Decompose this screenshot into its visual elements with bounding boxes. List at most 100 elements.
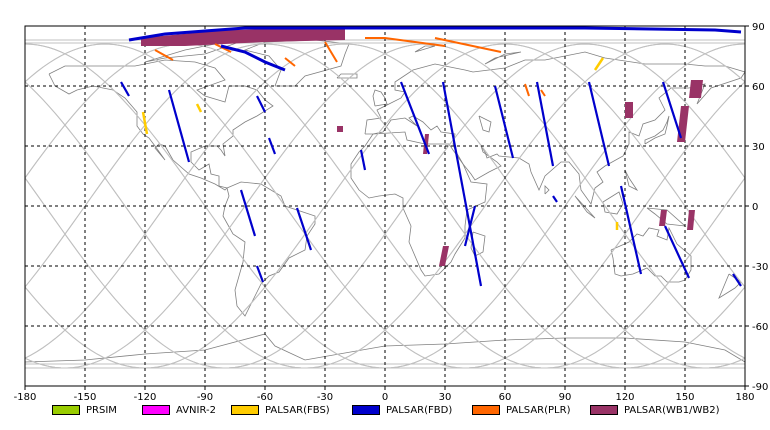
coastline bbox=[602, 191, 624, 215]
plr-strip bbox=[524, 83, 530, 97]
legend-swatch bbox=[52, 405, 80, 415]
coastline bbox=[372, 89, 388, 107]
fbd-strip bbox=[664, 225, 690, 279]
legend-item-avnir2: AVNIR-2 bbox=[142, 402, 216, 418]
lat-tick-label: 90 bbox=[752, 22, 765, 33]
lon-tick-label: 60 bbox=[499, 392, 512, 400]
legend-label: PRSIM bbox=[86, 404, 117, 416]
lat-tick-label: 30 bbox=[752, 142, 765, 153]
lat-tick-label: -60 bbox=[752, 322, 768, 333]
plr-strip bbox=[284, 57, 296, 67]
fbd-strip bbox=[295, 207, 313, 251]
coastline bbox=[624, 169, 639, 192]
lon-tick-label: -60 bbox=[257, 392, 273, 400]
fbs-strip bbox=[141, 111, 149, 135]
legend-swatch bbox=[142, 405, 170, 415]
legend-swatch bbox=[352, 405, 380, 415]
wb-swath bbox=[689, 80, 703, 98]
lon-tick-label: -90 bbox=[197, 392, 213, 400]
fbd-strip bbox=[619, 185, 643, 275]
tick-label-layer: -180 -150 -120 -90 -60 -30 0 30 60 90 120 150 180 90 6… bbox=[14, 22, 769, 403]
legend-swatch bbox=[231, 405, 259, 415]
legend-label: PALSAR(FBD) bbox=[386, 404, 453, 416]
fbd-strip bbox=[167, 89, 191, 163]
lat-tick-label: 0 bbox=[752, 202, 758, 213]
legend-label: PALSAR(WB1/WB2) bbox=[624, 404, 720, 416]
legend-item-palsar-plr: PALSAR(PLR) bbox=[472, 402, 570, 418]
fbd-strip bbox=[267, 137, 277, 155]
wb-swath bbox=[659, 210, 667, 226]
wb-swath bbox=[625, 102, 633, 118]
fbd-strip bbox=[120, 81, 130, 97]
wb-swath bbox=[141, 28, 345, 46]
fbd-strip bbox=[587, 81, 611, 167]
graticule-layer bbox=[25, 26, 745, 386]
lon-tick-label: 120 bbox=[615, 392, 634, 400]
world-map: -180 -150 -120 -90 -60 -30 0 30 60 90 120 150 180 90 6… bbox=[14, 22, 769, 403]
lat-tick-label: -90 bbox=[752, 382, 768, 393]
coastline bbox=[364, 51, 746, 205]
plr-strip bbox=[540, 89, 546, 97]
fbd-strip bbox=[239, 189, 257, 237]
lon-tick-label: 0 bbox=[382, 392, 388, 400]
legend-swatch bbox=[472, 405, 500, 415]
plr-strip bbox=[324, 41, 338, 63]
legend-swatch bbox=[590, 405, 618, 415]
fbd-strip bbox=[732, 273, 742, 287]
fbs-strip bbox=[195, 103, 203, 113]
fbd-strip bbox=[359, 149, 367, 171]
coastline bbox=[478, 115, 492, 133]
lon-tick-label: -30 bbox=[317, 392, 333, 400]
fbd-strip bbox=[441, 81, 483, 287]
observation-layer bbox=[120, 26, 742, 287]
fbd-strip bbox=[256, 95, 266, 113]
fbd-strip bbox=[220, 44, 286, 72]
coastline bbox=[222, 181, 316, 317]
fbs-strip bbox=[593, 57, 605, 71]
lon-tick-label: -180 bbox=[14, 392, 37, 400]
fbd-strip bbox=[552, 195, 558, 203]
lon-tick-label: -120 bbox=[134, 392, 157, 400]
plr-strip bbox=[154, 49, 174, 61]
wb-swath bbox=[439, 246, 449, 266]
fbd-strip bbox=[463, 205, 477, 247]
coastline bbox=[574, 195, 596, 219]
fbd-strip bbox=[535, 81, 555, 167]
coastline bbox=[646, 207, 687, 227]
legend-item-palsar-fbd: PALSAR(FBD) bbox=[352, 402, 452, 418]
legend-label: PALSAR(PLR) bbox=[506, 404, 571, 416]
fbd-strip bbox=[493, 85, 515, 159]
wb-swath bbox=[677, 106, 689, 142]
wb-swath bbox=[337, 126, 343, 132]
lon-tick-label: 150 bbox=[675, 392, 694, 400]
lon-tick-label: 180 bbox=[735, 392, 754, 400]
lon-tick-label: 30 bbox=[439, 392, 452, 400]
lat-tick-label: 60 bbox=[752, 82, 765, 93]
fbd-strip bbox=[399, 81, 431, 155]
legend: PRSIM AVNIR-2 PALSAR(FBS) PALSAR(FBD) PA… bbox=[0, 402, 770, 424]
fbd-strip bbox=[128, 26, 742, 42]
legend-item-palsar-wb: PALSAR(WB1/WB2) bbox=[590, 402, 720, 418]
plr-strip bbox=[365, 37, 446, 47]
coastline bbox=[610, 226, 692, 283]
coastline bbox=[243, 39, 350, 87]
legend-item-prsim: PRSIM bbox=[52, 402, 117, 418]
legend-label: AVNIR-2 bbox=[176, 404, 216, 416]
legend-item-palsar-fbs: PALSAR(FBS) bbox=[231, 402, 330, 418]
wb-swath bbox=[687, 210, 695, 230]
orbit-tracks-layer bbox=[24, 39, 746, 369]
coastline bbox=[644, 115, 670, 145]
lon-tick-label: 90 bbox=[559, 392, 572, 400]
legend-label: PALSAR(FBS) bbox=[265, 404, 330, 416]
coastline bbox=[350, 131, 488, 277]
coastline bbox=[544, 185, 550, 195]
lat-tick-label: -30 bbox=[752, 262, 768, 273]
orbit-track bbox=[24, 43, 746, 369]
fbd-strip bbox=[661, 81, 683, 139]
coastline bbox=[484, 51, 522, 65]
coastline bbox=[48, 59, 274, 191]
fbd-strip bbox=[255, 265, 265, 283]
coastline bbox=[336, 73, 358, 79]
lon-tick-label: -150 bbox=[74, 392, 97, 400]
